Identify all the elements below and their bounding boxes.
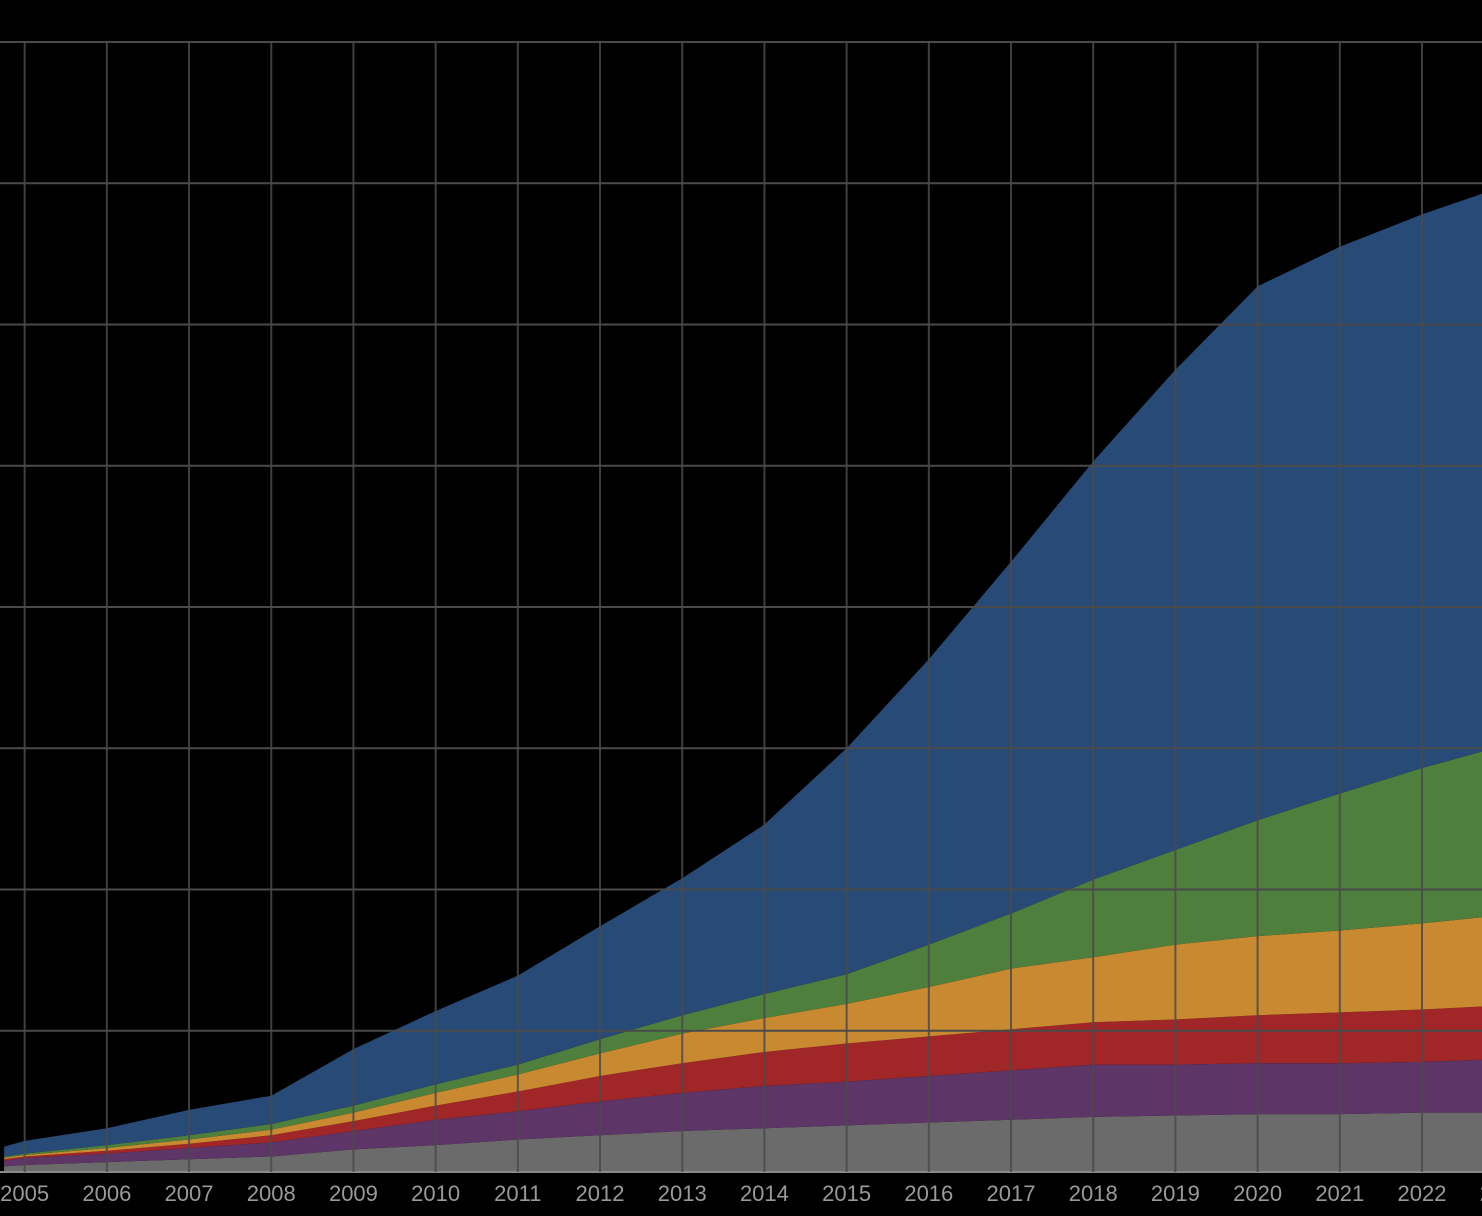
x-tick-label: 2005 [0, 1181, 49, 1206]
x-tick-label: 2019 [1151, 1181, 1200, 1206]
x-axis-tick-labels: 2005 2006 2007 2008 2009 2010 2011 2012 2013 2014… [0, 1181, 1482, 1206]
area-series-6 [4, 193, 1482, 1157]
x-tick-label: 2016 [904, 1181, 953, 1206]
x-tick-label: 2015 [822, 1181, 871, 1206]
x-tick-label: 2010 [411, 1181, 460, 1206]
x-tick-label: 2023 [1480, 1181, 1482, 1206]
area-series-2 [4, 1059, 1482, 1167]
x-tick-label: 2018 [1069, 1181, 1118, 1206]
x-tick-label: 2009 [329, 1181, 378, 1206]
x-tick-label: 2017 [987, 1181, 1036, 1206]
x-tick-label: 2021 [1315, 1181, 1364, 1206]
gridlines [0, 41, 1482, 1173]
x-tick-label: 2022 [1398, 1181, 1447, 1206]
x-tick-label: 2013 [658, 1181, 707, 1206]
x-tick-label: 2020 [1233, 1181, 1282, 1206]
x-tick-label: 2007 [165, 1181, 214, 1206]
area-series-3 [4, 1006, 1482, 1161]
x-tick-label: 2006 [82, 1181, 131, 1206]
x-tick-label: 2011 [494, 1181, 541, 1206]
area-series-group [4, 193, 1482, 1172]
x-tick-label: 2014 [740, 1181, 789, 1206]
x-tick-label: 2012 [576, 1181, 625, 1206]
area-series-4 [4, 917, 1482, 1160]
x-tick-label: 2008 [247, 1181, 296, 1206]
area-series-1 [4, 1112, 1482, 1172]
